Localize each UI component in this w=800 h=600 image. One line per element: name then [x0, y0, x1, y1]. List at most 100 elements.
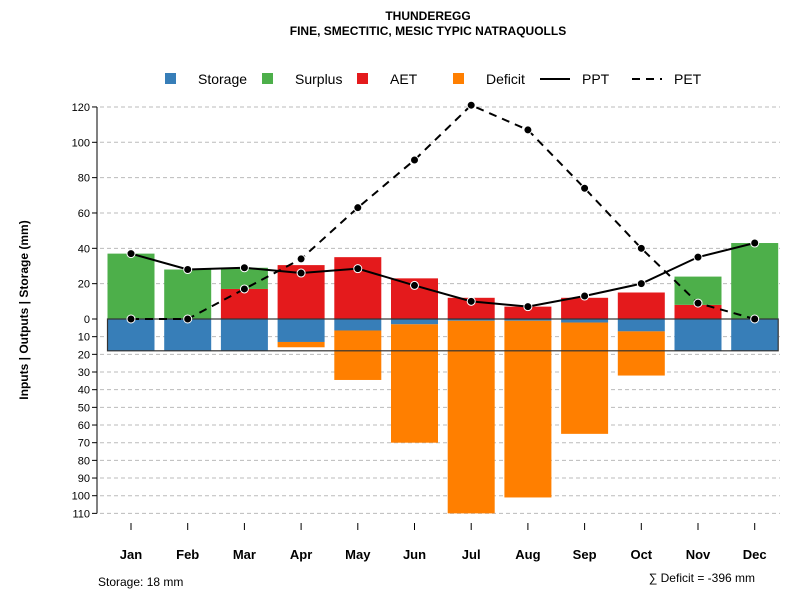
pet-point: [693, 298, 703, 308]
pet-point: [353, 203, 363, 213]
pet-point: [636, 243, 646, 253]
ppt-point: [750, 238, 760, 248]
y-tick-label-bottom: 70: [78, 438, 90, 450]
bar-storage: [107, 319, 155, 351]
x-tick-label: Jul: [462, 547, 481, 562]
pet-point: [183, 314, 193, 324]
legend-label-surplus: Surplus: [295, 71, 342, 87]
ppt-point: [126, 249, 136, 259]
pet-point: [580, 183, 590, 193]
legend-swatch-storage: [165, 73, 176, 84]
y-tick-label-bottom: 60: [78, 420, 90, 432]
legend-label-ppt: PPT: [582, 71, 610, 87]
bar-deficit: [334, 330, 382, 380]
x-tick-label: Sep: [573, 547, 597, 562]
ppt-point: [183, 265, 193, 275]
ppt-point: [466, 296, 476, 306]
bar-storage: [561, 319, 609, 323]
y-tick-label-bottom: 10: [78, 332, 90, 344]
bar-storage: [674, 319, 722, 351]
y-tick-label-bottom: 90: [78, 473, 90, 485]
x-tick-label: Aug: [515, 547, 540, 562]
ppt-point: [239, 263, 249, 273]
storage-annotation: Storage: 18 mm: [98, 575, 183, 589]
x-tick-label: Apr: [290, 547, 312, 562]
bar-surplus: [164, 269, 212, 319]
x-tick-label: Jan: [120, 547, 142, 562]
ppt-point: [523, 302, 533, 312]
ppt-point: [580, 291, 590, 301]
bar-aet: [617, 292, 665, 319]
ppt-line: [130, 242, 755, 308]
x-tick-label: Nov: [686, 547, 711, 562]
chart-subtitle: FINE, SMECTITIC, MESIC TYPIC NATRAQUOLLS: [290, 24, 566, 38]
bar-deficit: [561, 322, 609, 434]
bar-deficit: [277, 341, 325, 348]
chart-title: THUNDEREGG: [385, 9, 470, 23]
x-tick-label: May: [345, 547, 371, 562]
bar-storage: [617, 319, 665, 332]
y-tick-label-bottom: 20: [78, 349, 90, 361]
y-tick-label-bottom: 50: [78, 402, 90, 414]
pet-point: [466, 100, 476, 110]
bar-aet: [504, 306, 552, 319]
bar-deficit: [391, 324, 438, 443]
y-tick-label-bottom: 80: [78, 455, 90, 467]
legend-label-pet: PET: [674, 71, 702, 87]
ppt-point: [636, 279, 646, 289]
pet-point: [750, 314, 760, 324]
bar-aet: [674, 304, 722, 319]
y-tick-label-top: 100: [72, 137, 90, 149]
legend-swatch-deficit: [453, 73, 464, 84]
x-tick-label: Jun: [403, 547, 426, 562]
pet-point: [296, 254, 306, 264]
bar-deficit: [447, 320, 495, 514]
y-tick-label-bottom: 40: [78, 385, 90, 397]
bar-storage: [731, 319, 779, 351]
bar-storage: [334, 319, 382, 331]
ppt-point: [693, 252, 703, 262]
bar-storage: [447, 319, 495, 321]
bar-storage: [391, 319, 438, 325]
pet-point: [126, 314, 136, 324]
legend-swatch-aet: [357, 73, 368, 84]
legend-label-storage: Storage: [198, 71, 247, 87]
bar-storage: [277, 319, 325, 342]
pet-point: [410, 155, 419, 165]
x-tick-label: Oct: [630, 547, 652, 562]
x-tick-label: Dec: [743, 547, 767, 562]
legend-label-deficit: Deficit: [486, 71, 525, 87]
x-tick-label: Mar: [233, 547, 256, 562]
y-tick-label-top: 40: [78, 243, 90, 255]
legend-swatch-surplus: [262, 73, 273, 84]
y-tick-label-top: 120: [72, 102, 90, 114]
y-tick-label-bottom: 110: [72, 508, 90, 520]
y-tick-label-top: 0: [84, 314, 90, 326]
y-tick-label-bottom: 100: [72, 491, 90, 503]
bar-aet: [561, 297, 609, 319]
y-axis-label: Inputs | Outputs | Storage (mm): [17, 220, 31, 399]
ppt-point: [410, 280, 419, 290]
x-tick-label: Feb: [176, 547, 199, 562]
bar-storage: [504, 319, 552, 321]
y-tick-label-top: 60: [78, 208, 90, 220]
bar-aet: [220, 288, 268, 319]
pet-point: [239, 284, 249, 294]
y-tick-label-top: 20: [78, 279, 90, 291]
bar-storage: [220, 319, 268, 351]
ppt-point: [296, 268, 306, 278]
bar-storage: [164, 319, 212, 351]
legend-label-aet: AET: [390, 71, 418, 87]
bar-deficit: [617, 331, 665, 376]
y-tick-label-bottom: 30: [78, 367, 90, 379]
bar-surplus: [107, 253, 155, 319]
deficit-annotation: ∑ Deficit = -396 mm: [649, 571, 755, 585]
y-tick-label-top: 80: [78, 173, 90, 185]
bar-surplus: [731, 243, 779, 319]
storage-capacity-outline: [106, 318, 779, 352]
pet-point: [523, 125, 533, 135]
bar-deficit: [504, 320, 552, 498]
ppt-point: [353, 264, 363, 274]
